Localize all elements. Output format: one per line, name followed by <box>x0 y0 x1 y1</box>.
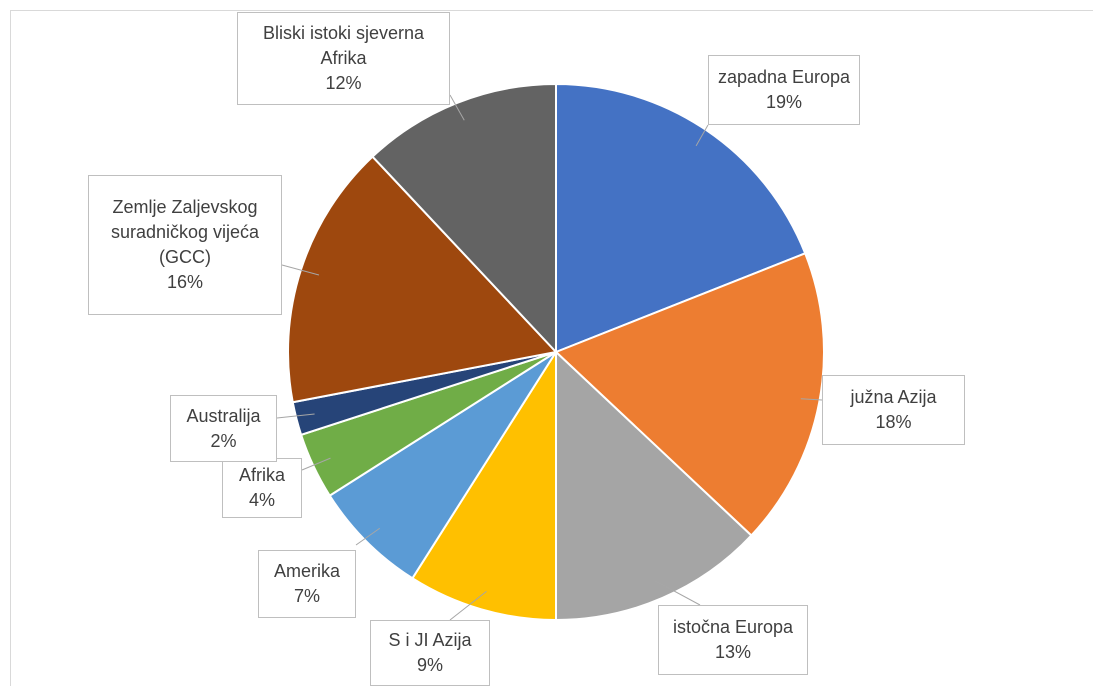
value-label: 12% <box>325 73 362 93</box>
category-label: zapadna Europa <box>717 67 851 87</box>
data-label: zapadna Europa 19% <box>708 55 860 125</box>
pie-slice <box>328 351 557 580</box>
leader-line <box>281 264 320 276</box>
leader-line <box>355 527 381 546</box>
pie-slice <box>555 82 807 354</box>
pie-slice <box>554 252 825 537</box>
data-label: Zemlje Zaljevskog suradničkog vijeća (GC… <box>88 175 282 315</box>
data-label: Afrika 4% <box>222 458 302 518</box>
data-label: S i JI Azija 9% <box>370 620 490 686</box>
data-label: istočna Europa 13% <box>658 605 808 675</box>
category-label: Bliski istoki sjeverna Afrika <box>262 23 425 68</box>
value-label: 7% <box>293 586 320 606</box>
category-label: Australija <box>186 405 261 426</box>
pie-slice <box>411 348 557 622</box>
leader-line <box>449 94 465 121</box>
category-label: S i JI Azija <box>388 630 472 650</box>
leader-line <box>301 457 331 471</box>
value-label: 9% <box>416 655 443 675</box>
value-label: 18% <box>875 412 912 432</box>
data-label: Bliski istoki sjeverna Afrika 12% <box>237 12 450 105</box>
leader-line <box>695 124 709 147</box>
value-label: 19% <box>765 92 803 112</box>
pie-slice <box>287 155 558 404</box>
value-label: 2% <box>210 430 237 451</box>
pie-slice <box>371 82 557 355</box>
data-label: Australija 2% <box>170 395 277 462</box>
data-label: južna Azija 18% <box>822 375 965 445</box>
leader-line <box>654 580 701 606</box>
category-label: istočna Europa <box>672 617 794 637</box>
category-label: Afrika <box>238 465 285 485</box>
value-label: 13% <box>714 642 752 662</box>
value-label: 4% <box>248 490 275 510</box>
category-label: južna Azija <box>850 387 937 407</box>
leader-line <box>449 590 487 621</box>
data-label: Amerika 7% <box>258 550 356 618</box>
category-label: Amerika <box>273 561 340 581</box>
chart-border <box>10 10 1093 686</box>
leader-line <box>800 398 823 401</box>
category-label: Zemlje Zaljevskog suradničkog vijeća (GC… <box>110 197 260 267</box>
pie-slice <box>555 349 753 622</box>
value-label: 16% <box>166 272 204 292</box>
leader-line <box>276 413 315 419</box>
